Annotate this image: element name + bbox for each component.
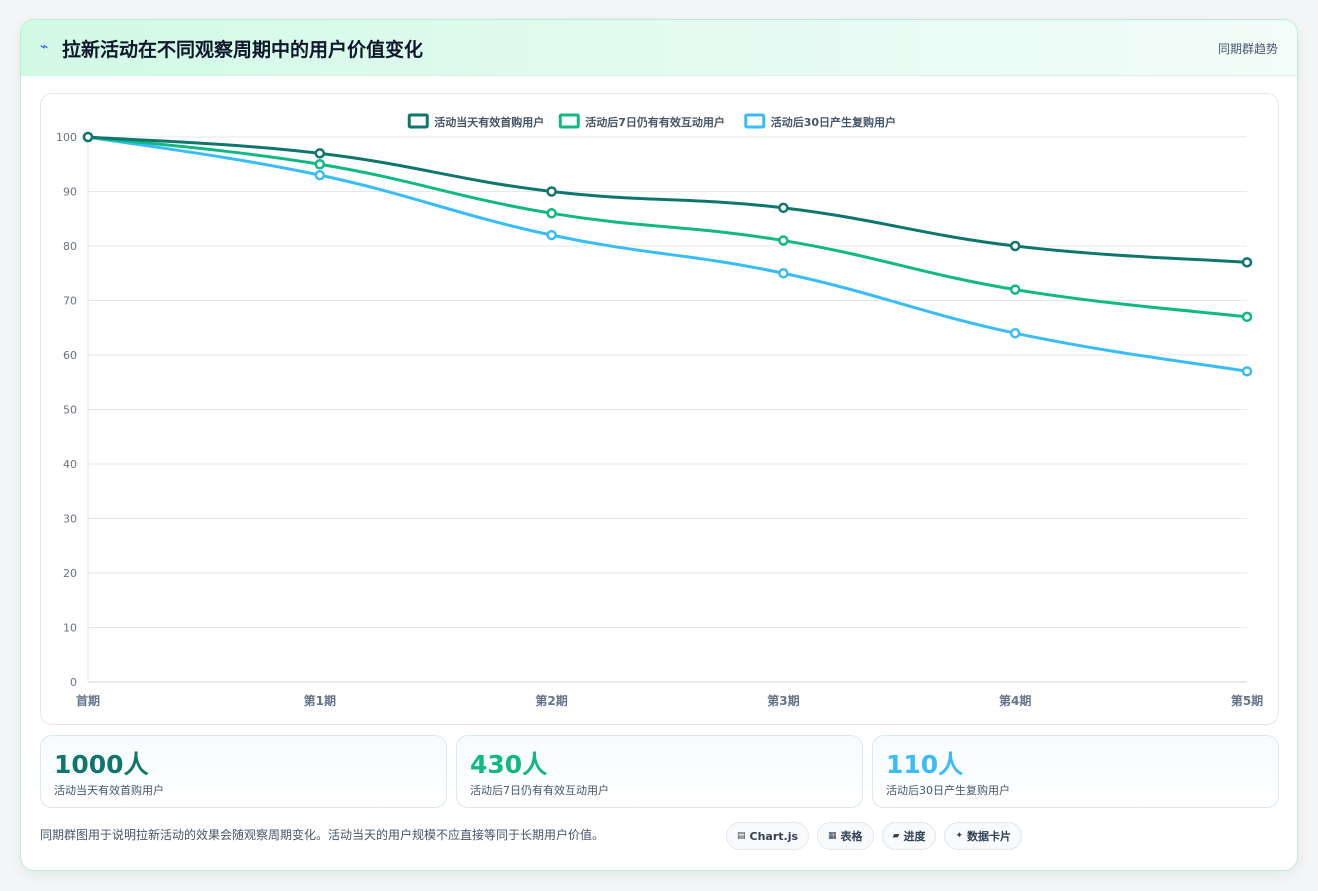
stat-label: 活动后7日仍有有效互动用户 bbox=[470, 784, 609, 797]
stat-card-first-purchase: 1000人 活动当天有效首购用户 bbox=[40, 735, 447, 808]
data-point bbox=[314, 148, 326, 159]
bolt-icon: ⌁ bbox=[40, 39, 49, 55]
data-point bbox=[1009, 240, 1021, 252]
legend-label: 活动后30日产生复购用户 bbox=[771, 115, 896, 129]
card-header: ⌁ 拉新活动在不同观察周期中的用户价值变化 同期群趋势 bbox=[21, 20, 1297, 76]
data-point bbox=[314, 169, 326, 181]
y-tick-label: 90 bbox=[63, 186, 77, 199]
legend-swatch bbox=[558, 113, 580, 129]
x-tick-label: 首期 bbox=[76, 693, 100, 708]
stat-value: 1000人 bbox=[54, 750, 149, 779]
progress-icon: ▰ bbox=[892, 831, 900, 841]
data-point bbox=[1009, 284, 1021, 295]
y-tick-label: 0 bbox=[70, 676, 77, 689]
table-icon: ▦ bbox=[828, 831, 837, 841]
stat-card-7day-interaction: 430人 活动后7日仍有有效互动用户 bbox=[456, 735, 863, 808]
data-point bbox=[1009, 327, 1021, 339]
chart-card: ⌁ 拉新活动在不同观察周期中的用户价值变化 同期群趋势 0 10 20 30 40 50 6… bbox=[20, 19, 1298, 871]
y-tick-label: 20 bbox=[63, 567, 77, 580]
y-tick-label: 80 bbox=[63, 240, 77, 253]
data-point bbox=[1241, 257, 1253, 268]
y-tick-label: 60 bbox=[63, 349, 77, 362]
chip-label: Chart.js bbox=[749, 829, 799, 843]
card-title: 拉新活动在不同观察周期中的用户价值变化 bbox=[62, 39, 424, 61]
stat-label: 活动后30日产生复购用户 bbox=[886, 784, 1010, 797]
legend-label: 活动当天有效首购用户 bbox=[434, 115, 544, 129]
chip-label: 进度 bbox=[903, 830, 926, 843]
sparkle-icon: ✦ bbox=[955, 831, 964, 841]
chip-data-cards[interactable]: ✦ 数据卡片 bbox=[944, 822, 1023, 850]
data-point bbox=[1241, 311, 1253, 323]
series-line bbox=[86, 135, 1249, 319]
chart-type-tag: 同期群趋势 bbox=[1217, 42, 1278, 56]
x-tick-label: 第1期 bbox=[304, 693, 336, 708]
footer-note: 同期群图用于说明拉新活动的效果会随观察周期变化。活动当天的用户规模不应直接等同于… bbox=[40, 828, 605, 842]
line-chart: 0 10 20 30 40 50 60 70 80 90 100 首期 第1期 第2期 第3期 第4期 第5期 活… bbox=[56, 113, 1263, 708]
y-tick-label: 10 bbox=[63, 622, 77, 635]
y-tick-label: 70 bbox=[63, 295, 77, 308]
chart-icon: ▤ bbox=[737, 831, 746, 841]
data-point bbox=[546, 208, 557, 219]
stat-value: 110人 bbox=[886, 750, 964, 779]
feature-chips: ▤ Chart.js ▦ 表格 ▰ 进度 ✦ 数据卡片 bbox=[726, 822, 1023, 850]
y-tick-label: 100 bbox=[56, 131, 77, 144]
stat-card-30day-repurchase: 110人 活动后30日产生复购用户 bbox=[872, 735, 1279, 808]
x-tick-label: 第3期 bbox=[767, 693, 799, 708]
data-point bbox=[778, 235, 789, 246]
chart-panel: 0 10 20 30 40 50 60 70 80 90 100 首期 第1期 第2期 第3期 第4期 第5期 活… bbox=[40, 93, 1279, 725]
x-tick-label: 第2期 bbox=[535, 693, 567, 708]
legend-label: 活动后7日仍有有效互动用户 bbox=[585, 115, 725, 129]
data-point bbox=[314, 159, 326, 170]
legend-swatch bbox=[744, 113, 766, 129]
chip-chartjs[interactable]: ▤ Chart.js bbox=[726, 822, 810, 850]
y-tick-label: 50 bbox=[63, 404, 77, 417]
x-tick-label: 第4期 bbox=[999, 693, 1031, 708]
stat-label: 活动当天有效首购用户 bbox=[54, 784, 164, 797]
y-tick-label: 30 bbox=[63, 513, 77, 526]
chip-table[interactable]: ▦ 表格 bbox=[817, 822, 874, 850]
chip-label: 表格 bbox=[840, 830, 863, 843]
chip-progress[interactable]: ▰ 进度 bbox=[881, 822, 937, 850]
series-line bbox=[86, 135, 1249, 373]
stat-value: 430人 bbox=[470, 750, 548, 779]
x-tick-label: 第5期 bbox=[1231, 693, 1263, 708]
chip-label: 数据卡片 bbox=[967, 830, 1012, 843]
legend-swatch bbox=[407, 113, 429, 129]
series-line bbox=[86, 135, 1249, 264]
y-tick-label: 40 bbox=[63, 458, 77, 471]
data-point bbox=[1241, 366, 1253, 377]
data-point bbox=[82, 131, 94, 143]
data-point bbox=[778, 202, 789, 214]
data-point bbox=[546, 186, 557, 197]
data-point bbox=[546, 229, 557, 241]
data-point bbox=[778, 268, 789, 279]
